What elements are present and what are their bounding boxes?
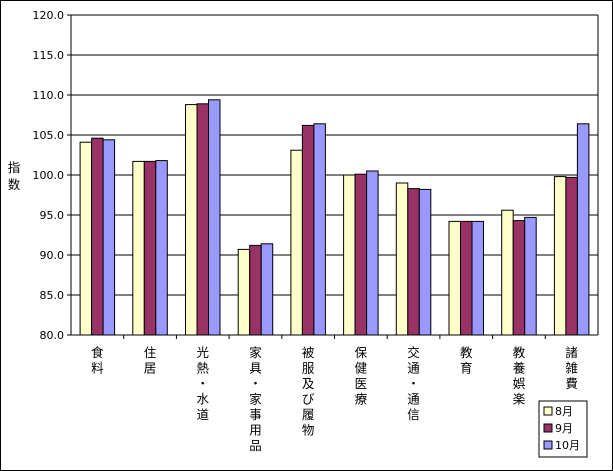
y-tick-label: 90.0 (40, 249, 65, 262)
bar-1-9 (501, 209, 514, 336)
legend-swatch (543, 423, 553, 433)
y-axis-title: 指数 (8, 160, 21, 192)
bar-3-6 (366, 170, 379, 336)
bar-2-1 (91, 137, 104, 336)
bar-2-5 (301, 124, 315, 336)
legend-label: 10月 (555, 439, 580, 452)
bar-3-4 (260, 243, 274, 336)
bar-2-9 (512, 220, 526, 336)
x-category-label: 住居 (144, 345, 157, 376)
bar-1-6 (343, 174, 356, 336)
bar-3-7 (418, 188, 432, 336)
bar-1-8 (448, 220, 461, 336)
bar-1-7 (395, 182, 409, 336)
bar-1-4 (237, 248, 251, 336)
x-category-label: 教育 (460, 345, 473, 376)
bar-2-7 (407, 188, 420, 336)
x-category-labels: 食料 住居 光熱・水道 家具・家事用品 被服及び履物 保健医療 交通・通信 教育 教養娯楽 諸雑費 (91, 345, 578, 453)
x-category-label: 食料 (91, 345, 104, 376)
y-tick-label: 120.0 (33, 9, 65, 22)
bar-2-4 (249, 244, 262, 336)
bar-1-2 (132, 160, 145, 336)
bar-3-3 (208, 99, 221, 336)
bar-1-1 (79, 141, 93, 336)
x-category-label: 教養娯楽 (513, 345, 526, 407)
y-tick-label: 85.0 (40, 289, 65, 302)
x-category-label: 家具・家事用品 (249, 345, 262, 453)
legend-label: 9月 (555, 422, 573, 435)
x-category-label: 諸雑費 (565, 345, 578, 391)
bar-1-10 (553, 176, 567, 336)
y-tick-labels: 80.0 85.0 90.0 95.0 100.0 105.0 110.0 115.0 120.… (33, 9, 65, 342)
bar-3-5 (313, 123, 326, 336)
bar-3-8 (471, 220, 484, 336)
axes (67, 14, 599, 339)
bar-3-1 (102, 139, 116, 336)
bar-2-6 (354, 173, 368, 336)
bar-3-10 (576, 123, 590, 336)
y-tick-label: 95.0 (40, 209, 65, 222)
legend: 8月 9月 10月 (538, 400, 588, 458)
bar-2-2 (143, 160, 157, 336)
bar-3-2 (155, 160, 168, 336)
legend-swatch (543, 440, 553, 450)
bar-1-5 (290, 149, 303, 336)
legend-swatch (543, 406, 553, 416)
bar-2-3 (196, 103, 209, 336)
x-category-label: 被服及び履物 (302, 345, 315, 438)
y-axis-label: 指数 (8, 160, 21, 192)
x-category-label: 交通・通信 (407, 345, 420, 422)
x-category-label: 保健医療 (355, 345, 368, 407)
legend-label: 8月 (555, 405, 573, 418)
y-tick-label: 115.0 (33, 49, 65, 62)
y-tick-label: 105.0 (33, 129, 65, 142)
y-tick-label: 80.0 (40, 329, 65, 342)
x-category-label: 光熱・水道 (196, 345, 209, 422)
y-tick-label: 110.0 (33, 89, 65, 102)
bar-2-10 (565, 176, 578, 336)
bar-2-8 (460, 220, 473, 336)
y-tick-label: 100.0 (33, 169, 65, 182)
bar-3-9 (524, 216, 537, 336)
bar-1-3 (185, 104, 198, 336)
